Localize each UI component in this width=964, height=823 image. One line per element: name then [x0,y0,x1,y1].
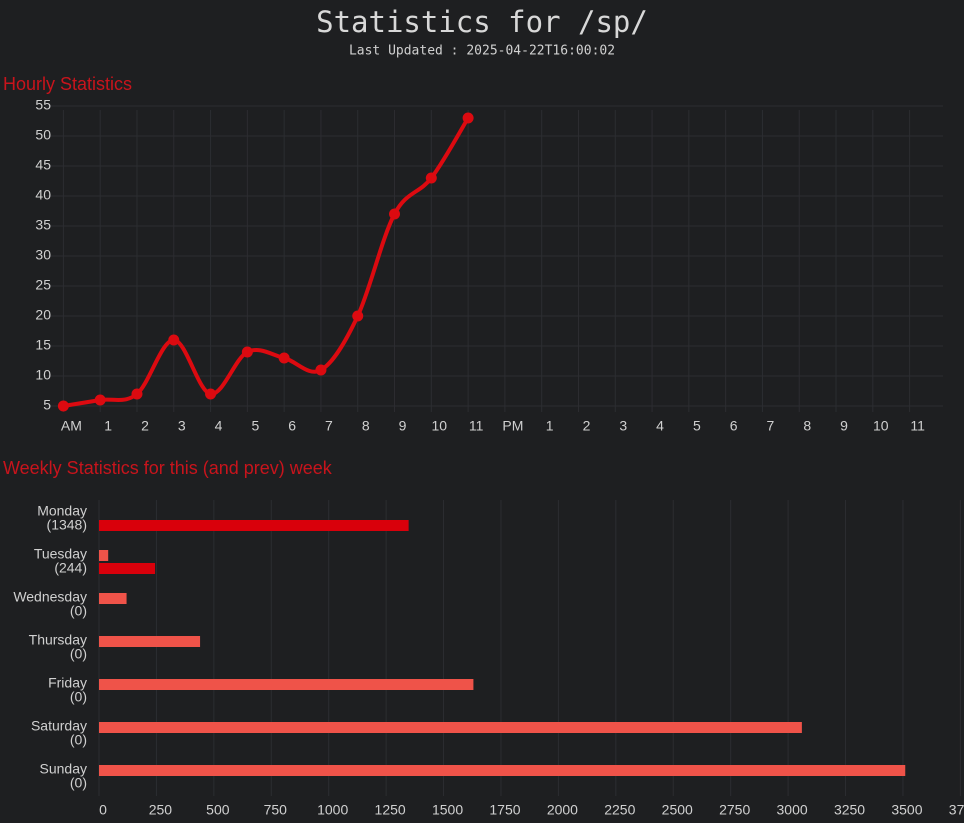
x-tick-label: 6 [730,418,738,434]
data-point [278,352,290,364]
data-point [168,334,180,346]
x-tick-label: 1 [104,418,112,434]
y-tick-label: 25 [35,277,51,293]
x-tick-label: 1750 [489,802,520,818]
bar [99,722,802,733]
x-tick-label: AM [61,418,82,434]
x-tick-label: PM [502,418,523,434]
x-tick-label: 10 [873,418,889,434]
x-tick-label: 1500 [432,802,463,818]
y-tick-label: Wednesday [13,589,87,605]
x-tick-label: 3500 [891,802,922,818]
x-tick-label: 2000 [547,802,578,818]
y-tick-sublabel: (1348) [47,517,87,533]
y-tick-sublabel: (0) [70,646,87,662]
x-tick-label: 3 [619,418,627,434]
bar [99,765,906,776]
y-tick-label: 45 [35,157,51,173]
x-tick-label: 4 [656,418,664,434]
y-tick-sublabel: (0) [70,732,87,748]
page-subtitle: Last Updated : 2025-04-22T16:00:02 [349,44,615,59]
x-tick-label: 2 [583,418,591,434]
bar [99,636,201,647]
y-tick-label: Friday [48,675,87,691]
data-point [389,208,401,220]
y-tick-label: 40 [35,187,51,203]
x-tick-label: 250 [149,802,173,818]
x-tick-label: 750 [264,802,288,818]
bar [99,593,127,604]
bar [99,679,474,690]
y-tick-sublabel: (244) [54,560,87,576]
chart-title: Weekly Statistics for this (and prev) we… [3,458,333,478]
data-point [352,310,364,322]
x-tick-label: 2750 [719,802,750,818]
y-tick-label: Thursday [29,632,87,648]
x-tick-label: 4 [215,418,223,434]
x-tick-label: 10 [432,418,448,434]
x-tick-label: 7 [767,418,775,434]
y-tick-label: Tuesday [34,546,87,562]
y-tick-sublabel: (0) [70,775,87,791]
x-tick-label: 3750 [949,802,964,818]
data-point [315,364,327,376]
page-title: Statistics for /sp/ [316,5,648,39]
data-point [462,112,474,124]
data-point [205,388,217,400]
x-tick-label: 3000 [777,802,808,818]
data-point [241,346,253,358]
data-line [63,116,470,408]
y-tick-sublabel: (0) [70,603,87,619]
bar [99,550,109,561]
x-tick-label: 9 [399,418,407,434]
x-tick-label: 11 [469,418,484,434]
x-tick-label: 2500 [662,802,693,818]
x-tick-label: 2 [141,418,149,434]
x-tick-label: 8 [362,418,370,434]
y-tick-label: 50 [35,127,51,143]
chart-title: Hourly Statistics [3,74,132,94]
x-tick-label: 6 [288,418,296,434]
data-point [131,388,143,400]
x-tick-label: 3 [178,418,186,434]
y-tick-label: Saturday [31,718,87,734]
y-tick-label: 30 [35,247,51,263]
y-tick-label: 15 [35,337,51,353]
x-tick-label: 5 [693,418,701,434]
x-tick-label: 9 [840,418,848,434]
y-tick-label: Sunday [40,761,87,777]
x-tick-label: 1250 [375,802,406,818]
data-point [57,400,69,412]
y-tick-label: 20 [35,307,51,323]
x-tick-label: 7 [325,418,333,434]
y-tick-label: 5 [43,397,51,413]
x-tick-label: 3250 [834,802,865,818]
y-tick-label: 10 [35,367,51,383]
x-tick-label: 0 [99,802,107,818]
x-tick-label: 5 [251,418,259,434]
bar [99,563,156,574]
data-point [94,394,106,406]
x-tick-label: 8 [803,418,811,434]
x-tick-label: 500 [206,802,230,818]
y-tick-label: 55 [35,97,51,113]
bar [99,520,409,531]
x-tick-label: 1000 [317,802,348,818]
data-point [425,172,437,184]
y-tick-label: Monday [37,503,87,519]
y-tick-label: 35 [35,217,51,233]
x-tick-label: 2250 [604,802,635,818]
y-tick-sublabel: (0) [70,689,87,705]
x-tick-label: 1 [546,418,554,434]
x-tick-label: 11 [910,418,925,434]
